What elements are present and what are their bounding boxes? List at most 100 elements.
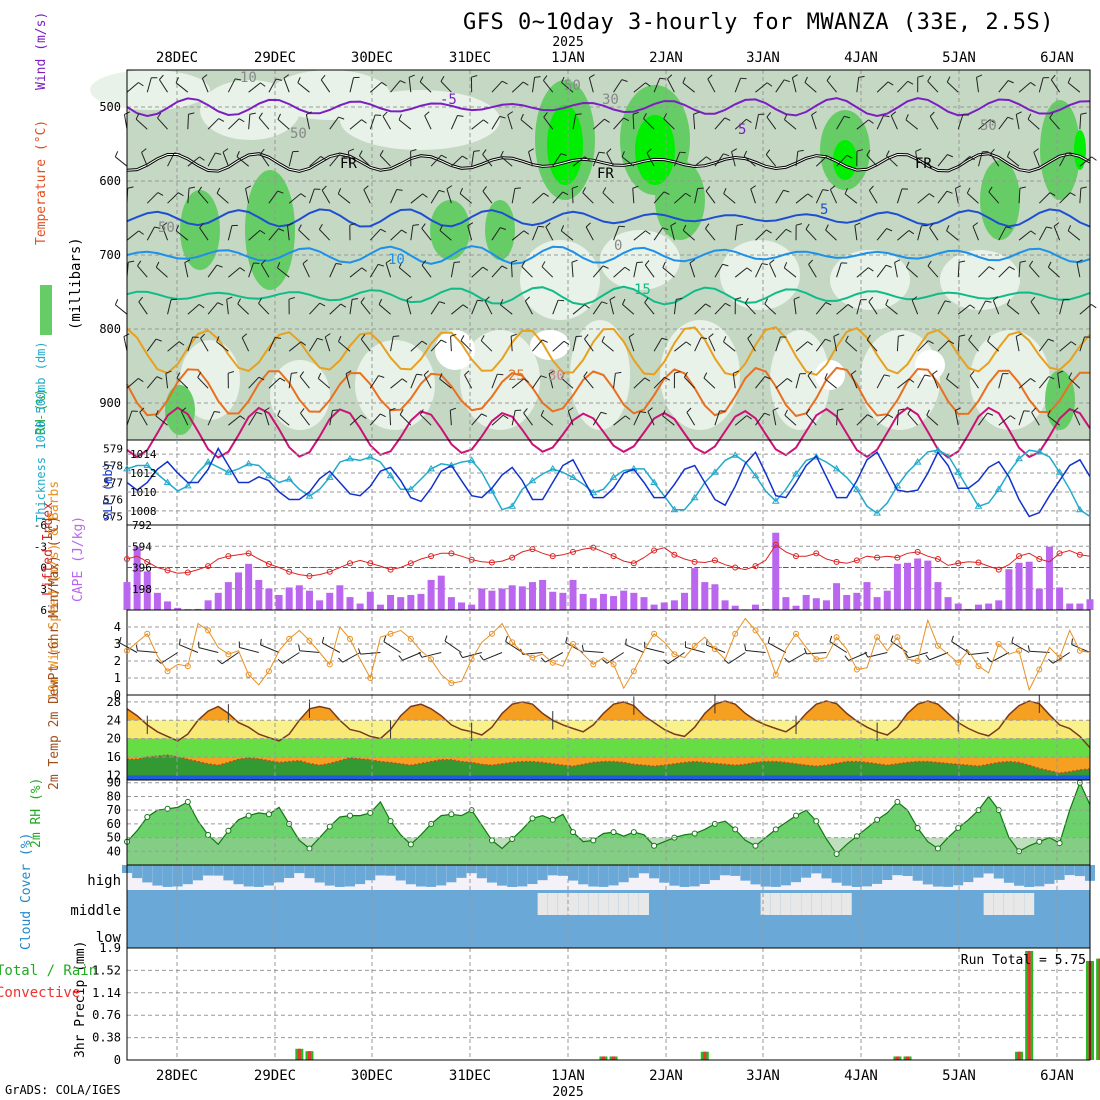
wind-barb xyxy=(571,185,579,204)
wind-barb-staff xyxy=(521,266,533,278)
wind-barb xyxy=(524,296,533,315)
cape-bar xyxy=(1035,588,1043,610)
wind-barb-flag xyxy=(783,189,790,193)
wind-barb xyxy=(511,409,522,426)
wind-barb xyxy=(268,190,284,204)
wind-barb-flag xyxy=(723,153,730,157)
cape-bar xyxy=(974,604,982,610)
wind-barb xyxy=(347,148,355,167)
wind-barb-flag xyxy=(450,407,457,411)
wind-barb-staff xyxy=(228,267,241,278)
wind-barb xyxy=(714,302,731,315)
wind-barb xyxy=(833,333,840,352)
wind-barb-staff xyxy=(682,82,695,93)
wind-barb-flag xyxy=(440,339,447,344)
wind-barb xyxy=(390,335,400,352)
wind-barb-staff xyxy=(734,78,742,93)
wind-barb-flag xyxy=(866,334,871,341)
wind-barb-staff xyxy=(978,119,991,130)
wind-barb xyxy=(511,230,530,241)
wind-barb-flag xyxy=(563,340,570,345)
wind-barb xyxy=(917,225,928,241)
wind-barb xyxy=(836,408,844,426)
wind-barb xyxy=(588,74,595,93)
wind-barb-flag xyxy=(837,408,844,411)
cape-tick: 594 xyxy=(132,540,152,553)
cloud-middle-gap xyxy=(537,893,548,915)
wind-barb xyxy=(1059,192,1076,204)
wind-barb-staff xyxy=(646,152,655,167)
wind-barb xyxy=(957,156,975,167)
wind-barb xyxy=(957,304,976,315)
cloud-high-bar xyxy=(203,865,214,876)
wind-barb-flag xyxy=(993,296,999,301)
wind-barb xyxy=(155,261,168,278)
wind-barb-staff xyxy=(449,410,452,426)
wind-barb-staff xyxy=(390,229,402,241)
wind-barb-flag xyxy=(915,148,922,152)
wind-barb-staff xyxy=(245,188,250,204)
wind-barb xyxy=(694,187,704,204)
wind-barb-staff xyxy=(491,414,504,426)
wind-barb-flag xyxy=(740,77,747,80)
wind-barb xyxy=(824,373,837,389)
wind-barb-staff xyxy=(775,190,784,204)
wind-barb xyxy=(309,337,324,352)
wind-barb-flag xyxy=(138,296,144,303)
wind-barb-flag xyxy=(419,409,424,415)
wind-barb-staff xyxy=(1038,192,1051,204)
cloud-high-bar xyxy=(699,865,710,884)
cloud-high-bar xyxy=(375,865,386,876)
cloud-high-bar xyxy=(1064,865,1075,876)
wind-barb xyxy=(491,80,508,93)
cloud-middle-gap xyxy=(608,893,619,915)
wind-barb-staff xyxy=(731,151,736,167)
wind-barb-flag xyxy=(484,296,490,302)
wind-barb-staff xyxy=(1052,652,1070,664)
wind-barb-staff xyxy=(543,116,554,130)
wind-barb-flag xyxy=(300,193,306,198)
wind-barb-flag xyxy=(764,376,771,380)
wind-barb-staff xyxy=(793,299,797,315)
wind-barb-flag xyxy=(1019,260,1027,263)
contour-label: 50 xyxy=(980,118,997,134)
wind-barb-flag xyxy=(927,260,932,267)
cloud-high-bar xyxy=(821,865,832,879)
lifted-index-marker xyxy=(286,568,293,575)
wind-barb-flag xyxy=(624,266,631,271)
wind-barb xyxy=(937,300,951,315)
wind-barb-flag xyxy=(644,377,651,382)
wind-barb-flag xyxy=(279,377,286,382)
thickness-marker xyxy=(447,461,456,468)
wind-barb xyxy=(299,371,310,389)
wind-barb xyxy=(807,370,817,389)
wind-barb xyxy=(248,112,256,130)
wind-barb-staff xyxy=(1047,415,1060,426)
wind-barb-staff xyxy=(644,302,655,315)
wind-barb-flag xyxy=(761,263,768,266)
side-label: Temperature (°C) xyxy=(34,120,49,245)
cape-bar xyxy=(701,582,709,610)
cloud-high-bar xyxy=(162,865,173,887)
wind-barb xyxy=(734,223,744,241)
wind-barb xyxy=(552,299,565,315)
wind-barb-staff xyxy=(937,190,948,204)
wind-barb-staff xyxy=(298,229,310,241)
wind-barb xyxy=(937,190,953,204)
wind-barb-staff xyxy=(644,647,665,653)
wind-barb-flag xyxy=(412,224,419,226)
wind-barb-flag xyxy=(502,414,509,419)
lifted-index-marker xyxy=(184,569,191,576)
wind-barb-staff xyxy=(807,375,817,389)
wind-barb-flag xyxy=(686,407,692,413)
wind-barb-flag xyxy=(444,635,448,642)
wind-barb-staff xyxy=(868,190,878,204)
wind-barb-staff xyxy=(929,116,939,130)
wind-barb xyxy=(349,76,360,93)
wind-barb-flag xyxy=(907,408,912,415)
wind-barb-staff xyxy=(708,337,716,352)
temp-label: 2m Temp 2m DewPt (6hr Min/Max) (°C) xyxy=(47,516,62,790)
wind-barb xyxy=(561,76,574,93)
wind-barb-staff xyxy=(345,373,351,389)
precip-convective-bar xyxy=(612,1056,616,1060)
